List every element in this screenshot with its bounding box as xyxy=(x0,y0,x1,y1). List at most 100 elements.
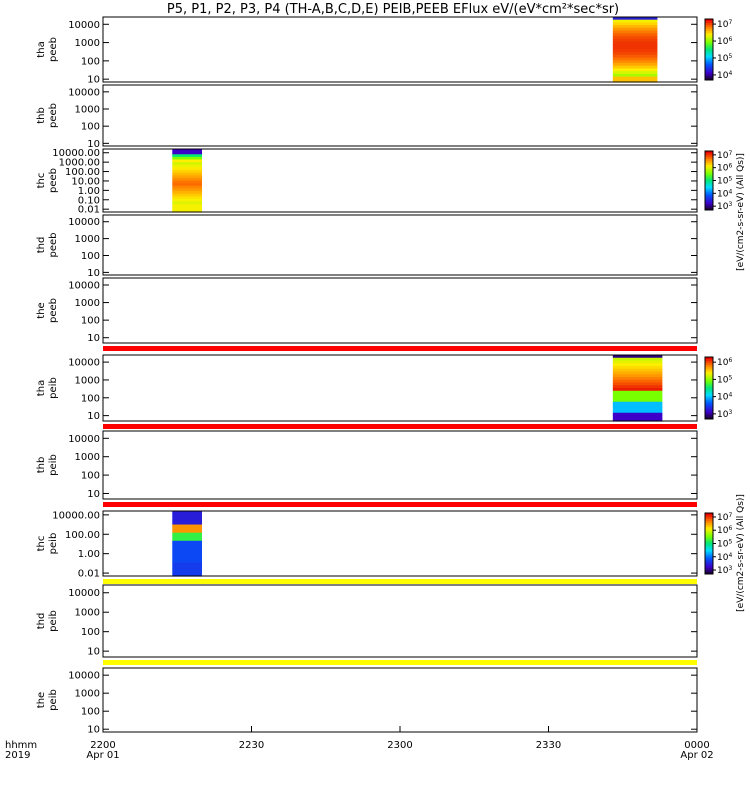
colorbar-cell xyxy=(705,381,713,385)
colorbar-title-lower: [eV/(cm2-s-sr-eV) (All Qs)] xyxy=(736,494,746,612)
colorbar-tick-label: 103 xyxy=(717,565,732,576)
panel-thc-peib: 0.01 1.00 100.00 10000.00 thc peib xyxy=(36,510,698,584)
x-date-label: Apr 02 xyxy=(680,750,713,761)
spectrum-cell xyxy=(172,151,202,155)
colorbar-tick-label: 105 xyxy=(717,53,732,64)
colorbar-exponent: 7 xyxy=(728,150,732,157)
spectrum-cell xyxy=(172,562,202,566)
colorbar-cell xyxy=(705,51,713,55)
colorbar-cell xyxy=(705,192,713,195)
colorbar-cell xyxy=(705,154,713,158)
colorbar-cell xyxy=(705,190,713,193)
panel-frame xyxy=(102,354,698,422)
colorbar-cell xyxy=(705,208,713,211)
x-tick-label: 2230 xyxy=(239,740,264,751)
spectrum-cell xyxy=(612,366,663,370)
y-tick-label: 10000 xyxy=(68,434,100,445)
y-tick-label: 100 xyxy=(81,56,100,67)
colorbar-cell xyxy=(705,21,713,24)
colorbar-cell xyxy=(705,25,713,28)
panel-frame xyxy=(102,510,698,577)
colorbar-exponent: 4 xyxy=(728,70,732,77)
spectrum-cell xyxy=(612,44,658,48)
panel-frame xyxy=(102,667,698,733)
spectrum-cell xyxy=(172,529,202,534)
spectrum-cell xyxy=(612,25,658,29)
y-tick-label: 1000 xyxy=(75,105,100,116)
y-tick-label: 10000 xyxy=(68,217,100,228)
colorbar-cell xyxy=(705,377,713,381)
colorbar-cell xyxy=(705,396,713,399)
instrument-label: peib xyxy=(48,377,59,399)
colorbar-cell xyxy=(705,166,713,170)
probe-label: the xyxy=(36,302,47,318)
colorbar-cell xyxy=(705,402,713,406)
colorbar-cell xyxy=(705,198,713,201)
colorbar-cell xyxy=(705,406,713,410)
y-tick-label: 100.00 xyxy=(65,530,100,541)
colorbar-cell xyxy=(705,71,713,75)
colorbar-cell xyxy=(705,172,713,176)
colorbar-tick-label: 105 xyxy=(717,374,732,385)
y-tick-label: 1.00 xyxy=(78,186,100,197)
colorbar-cell xyxy=(705,37,713,40)
x-tick-label: 2300 xyxy=(387,740,412,751)
instrument-label: peib xyxy=(48,454,59,476)
colorbar-cell xyxy=(705,194,713,197)
probe-label: thb xyxy=(36,457,47,474)
panel-the-peib: 10 100 1000 10000 the peib xyxy=(36,667,698,736)
probe-label: tha xyxy=(36,380,47,396)
spectrum-cell xyxy=(612,49,658,53)
colorbar-frame xyxy=(704,356,714,420)
y-tick-label: 10000 xyxy=(68,87,100,98)
spectrum-cell xyxy=(172,513,202,518)
spectrum-cell xyxy=(172,198,202,203)
spectrum-cell xyxy=(612,418,663,422)
colorbar-cell xyxy=(705,529,713,532)
panel-frame xyxy=(102,277,698,344)
spectrum-cell xyxy=(612,355,663,359)
panel-the-peeb: 10 100 1000 10000 the peeb xyxy=(36,277,698,351)
colorbar-cell xyxy=(705,383,713,387)
colorbar-cell xyxy=(705,59,713,63)
spectrum-cell xyxy=(612,73,658,78)
y-tick-label: 10 xyxy=(87,725,100,736)
spectrum-cell xyxy=(172,164,202,168)
spectrum-cell xyxy=(172,170,202,174)
spectrum-cell xyxy=(172,185,202,189)
colorbar-cell xyxy=(705,35,713,38)
spectrum-cell xyxy=(612,415,663,419)
y-tick-label: 1000.00 xyxy=(59,158,100,169)
colorbar-cell xyxy=(705,561,713,565)
colorbar-cell xyxy=(705,41,713,44)
colorbar-tick-label: 107 xyxy=(717,19,732,30)
spectrum-cell xyxy=(172,167,202,171)
spectrum-cell xyxy=(612,71,658,75)
colorbar-cell xyxy=(705,361,713,364)
panel-frame xyxy=(102,430,698,500)
colorbar-tick-label: 104 xyxy=(717,392,732,403)
spectrum-cell xyxy=(612,76,658,80)
colorbar-cell xyxy=(705,517,713,520)
probe-label: thd xyxy=(36,237,47,254)
probe-label: the xyxy=(36,692,47,708)
y-tick-label: 100 xyxy=(81,471,100,482)
y-tick-label: 10 xyxy=(87,268,100,279)
colorbar-cell xyxy=(705,19,713,22)
y-tick-label: 10000.00 xyxy=(52,148,100,159)
spectrum-cell xyxy=(612,399,663,403)
figure-title: P5, P1, P2, P3, P4 (TH-A,B,C,D,E) PEIB,P… xyxy=(167,2,619,17)
y-tick-label: 100 xyxy=(81,627,100,638)
spectrum-cell xyxy=(612,377,663,381)
colorbar-cell xyxy=(705,392,713,395)
colorbar-title-upper: [eV/(cm2-s-sr-eV) (All Qs)] xyxy=(736,153,746,271)
spectrum-cell xyxy=(612,52,658,56)
colorbar-cell xyxy=(705,515,713,518)
x-tick-label: 2200 xyxy=(90,740,115,751)
spectrum-cell xyxy=(612,396,663,400)
y-tick-label: 10 xyxy=(87,139,100,150)
colorbar-cell xyxy=(705,555,713,559)
colorbar-cell xyxy=(705,410,713,414)
y-tick-label: 10.00 xyxy=(71,176,100,187)
